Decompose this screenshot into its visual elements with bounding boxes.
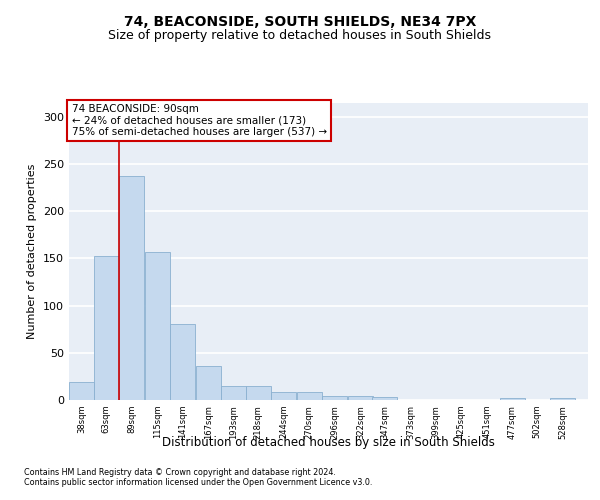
- Bar: [550, 398, 575, 400]
- Bar: [271, 392, 296, 400]
- Bar: [145, 252, 170, 400]
- Text: Contains public sector information licensed under the Open Government Licence v3: Contains public sector information licen…: [24, 478, 373, 487]
- Text: Size of property relative to detached houses in South Shields: Size of property relative to detached ho…: [109, 30, 491, 43]
- Bar: [69, 382, 94, 400]
- Bar: [170, 324, 196, 400]
- Bar: [322, 396, 347, 400]
- Bar: [196, 366, 221, 400]
- Bar: [348, 396, 373, 400]
- Text: 74 BEACONSIDE: 90sqm
← 24% of detached houses are smaller (173)
75% of semi-deta: 74 BEACONSIDE: 90sqm ← 24% of detached h…: [71, 104, 327, 137]
- Bar: [119, 176, 144, 400]
- Text: 74, BEACONSIDE, SOUTH SHIELDS, NE34 7PX: 74, BEACONSIDE, SOUTH SHIELDS, NE34 7PX: [124, 16, 476, 30]
- Bar: [221, 386, 247, 400]
- Text: Contains HM Land Registry data © Crown copyright and database right 2024.: Contains HM Land Registry data © Crown c…: [24, 468, 336, 477]
- Bar: [500, 398, 525, 400]
- Bar: [373, 397, 397, 400]
- Text: Distribution of detached houses by size in South Shields: Distribution of detached houses by size …: [163, 436, 495, 449]
- Bar: [94, 256, 119, 400]
- Bar: [246, 386, 271, 400]
- Y-axis label: Number of detached properties: Number of detached properties: [28, 164, 37, 339]
- Bar: [297, 392, 322, 400]
